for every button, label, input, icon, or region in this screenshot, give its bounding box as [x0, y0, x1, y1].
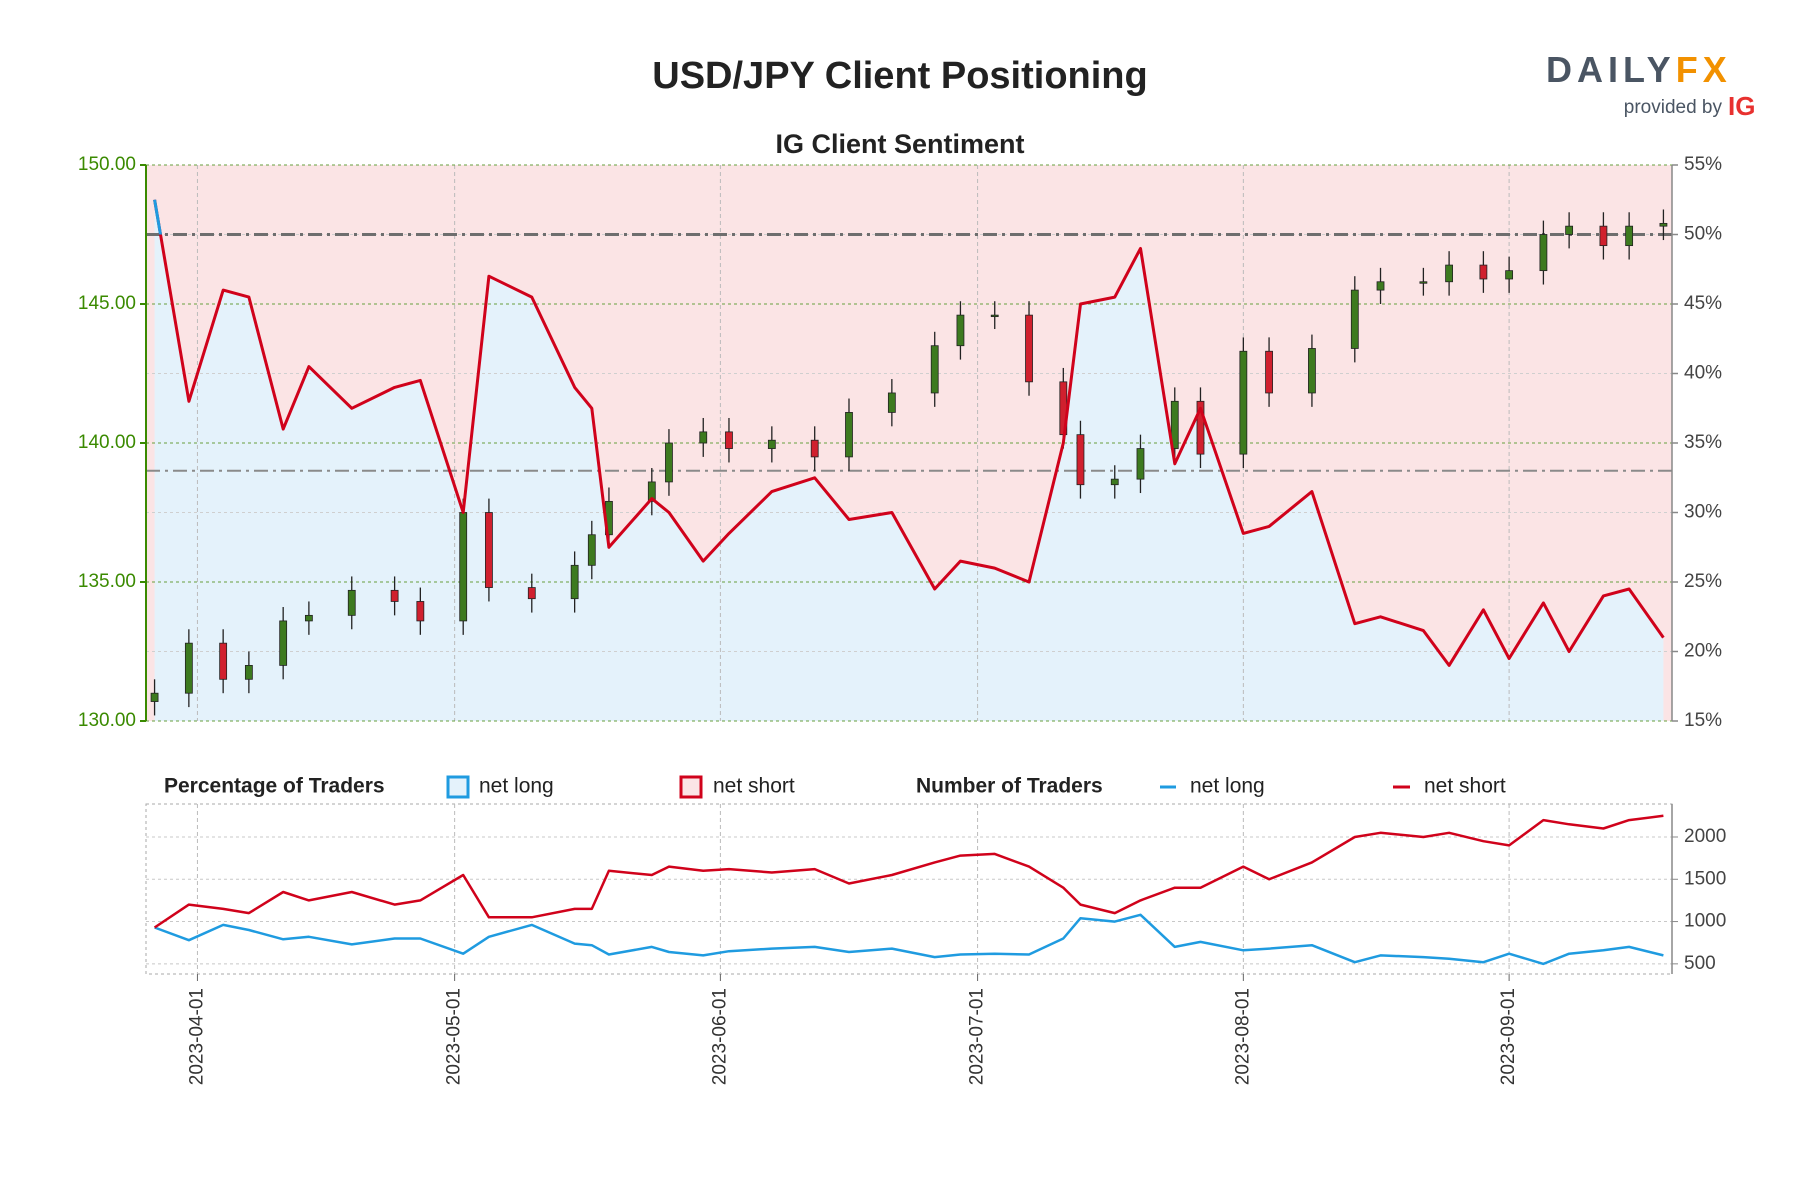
candle-body [665, 442, 673, 483]
candle-body [1170, 400, 1179, 449]
y-tick-label: 1000 [1684, 911, 1726, 932]
candle-body [1350, 289, 1359, 349]
candle-body [150, 692, 159, 702]
candle-body [1265, 350, 1273, 394]
candle-body [416, 601, 425, 622]
candle-body [279, 620, 288, 666]
y2-tick-label: 55% [1684, 154, 1722, 175]
y-tick-label: 1500 [1684, 868, 1726, 889]
plot-border [145, 803, 1673, 975]
y2-tick-label: 30% [1684, 502, 1722, 523]
y2-tick-label: 45% [1684, 293, 1722, 314]
candle-body [1025, 314, 1033, 383]
legend-label: net long [479, 775, 554, 798]
legend-swatch [679, 775, 703, 799]
candle-body [956, 314, 965, 347]
x-tick-label: 2023-07-01 [967, 988, 988, 1085]
brand-provided-by: provided by [1624, 97, 1723, 118]
y2-tick-label: 25% [1684, 571, 1722, 592]
y-tick-label: 130.00 [78, 710, 136, 731]
y-tick-label: 500 [1684, 953, 1716, 974]
brand-name-main: DAILY [1546, 49, 1676, 90]
candle-body [587, 534, 596, 566]
candle-body [219, 642, 228, 680]
candle-body [1110, 478, 1119, 486]
legend-swatch [446, 775, 470, 799]
candle-body [1565, 225, 1574, 235]
series-line [154, 913, 1664, 966]
candle-body [1136, 448, 1145, 480]
candle-body [1479, 264, 1488, 280]
main-layer: 130.00 135.00 140.00 145.00 150.00 15% 20% 25% 3… [78, 154, 1726, 1085]
legend-label: net short [713, 775, 795, 798]
series-line [153, 814, 1664, 929]
candle-body [1308, 348, 1316, 394]
candle-body [390, 589, 399, 602]
candle-body [810, 439, 819, 458]
y2-tick-label: 50% [1684, 224, 1722, 245]
candle-body [887, 392, 896, 413]
candle-body [1445, 264, 1454, 283]
candle-body [244, 665, 253, 680]
candle-body [1599, 225, 1608, 247]
candle-body [990, 314, 999, 318]
y-tick-label: 135.00 [78, 571, 136, 592]
y2-tick-label: 40% [1684, 363, 1722, 384]
candle-body [1539, 234, 1548, 272]
candle-body [1376, 281, 1385, 291]
brand-ig: IG [1728, 91, 1755, 121]
y2-tick-label: 35% [1684, 432, 1722, 453]
x-tick-label: 2023-08-01 [1232, 988, 1253, 1085]
candle-body [845, 412, 853, 458]
candle-body [1196, 400, 1205, 455]
candle-body [1419, 281, 1428, 284]
chart-subtitle: IG Client Sentiment [775, 129, 1024, 159]
legend-title: Number of Traders [916, 775, 1103, 798]
brand-name-accent: FX [1676, 49, 1732, 90]
brand-name: DAILYFX [1546, 49, 1732, 90]
y-tick-label: 145.00 [78, 293, 136, 314]
candle-body [527, 587, 536, 600]
candle-body [725, 431, 733, 449]
candle-body [1239, 350, 1248, 455]
x-tick-label: 2023-06-01 [709, 988, 730, 1085]
candle-body [930, 345, 939, 394]
legend-label: net long [1190, 775, 1265, 798]
candle-body [570, 564, 579, 600]
legend-title: Percentage of Traders [164, 775, 385, 798]
y2-tick-label: 20% [1684, 641, 1722, 662]
candle-body [304, 614, 313, 622]
candle-body [459, 512, 468, 622]
candle-body [184, 642, 193, 694]
candle-body [347, 589, 356, 616]
y-tick-label: 150.00 [78, 154, 136, 175]
legend-label: net short [1424, 775, 1506, 798]
x-tick-label: 2023-04-01 [186, 988, 207, 1085]
candle-body [699, 431, 708, 444]
candle-body [1505, 270, 1514, 280]
candle-body [485, 512, 493, 588]
y-tick-label: 2000 [1684, 826, 1726, 847]
candle-body [1659, 222, 1668, 227]
y-tick-label: 140.00 [78, 432, 136, 453]
y2-tick-label: 15% [1684, 710, 1722, 731]
candle-body [767, 439, 776, 449]
chart-title: USD/JPY Client Positioning [652, 55, 1147, 97]
x-tick-label: 2023-09-01 [1498, 988, 1519, 1085]
x-tick-label: 2023-05-01 [444, 988, 465, 1085]
sentiment-line [153, 199, 1665, 667]
candle-body [1076, 434, 1085, 486]
candle-body [647, 481, 656, 502]
candle-body [1625, 225, 1634, 247]
